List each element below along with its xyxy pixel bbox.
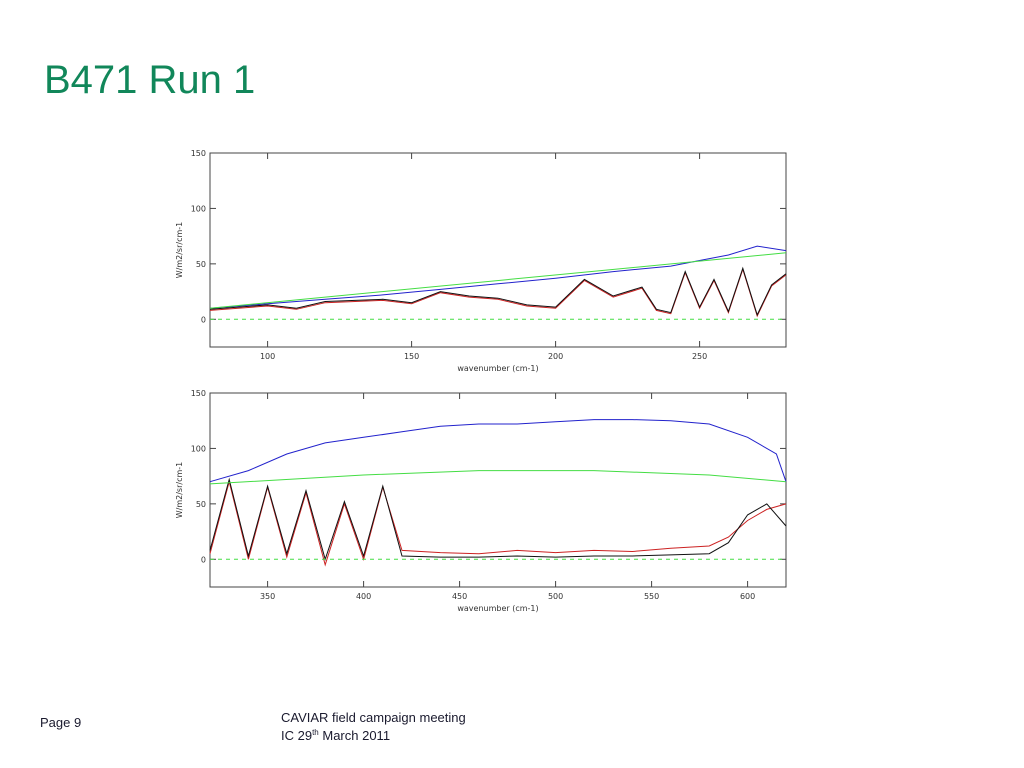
y-axis-label: W/m2/sr/cm-1 bbox=[175, 462, 184, 519]
slide-title: B471 Run 1 bbox=[44, 58, 256, 102]
series-line-1-1 bbox=[209, 481, 787, 567]
series-line-1-0 bbox=[209, 419, 787, 483]
x-tick-label: 250 bbox=[692, 352, 707, 361]
series-line-0-2 bbox=[209, 266, 787, 317]
page-number: Page 9 bbox=[40, 715, 82, 730]
x-tick-label: 600 bbox=[740, 592, 755, 601]
y-tick-label: 0 bbox=[201, 315, 206, 324]
y-tick-label: 50 bbox=[196, 260, 206, 269]
footer-line-1: CAVIAR field campaign meeting bbox=[281, 710, 466, 725]
x-tick-label: 550 bbox=[644, 592, 659, 601]
x-axis-label: wavenumber (cm-1) bbox=[457, 364, 538, 373]
footer-date-prefix: IC 29 bbox=[281, 728, 313, 743]
x-tick-label: 350 bbox=[260, 592, 275, 601]
y-tick-label: 100 bbox=[191, 444, 206, 453]
y-tick-label: 100 bbox=[191, 204, 206, 213]
footer-date-sup: th bbox=[312, 728, 319, 737]
footer-date-suffix: March 2011 bbox=[318, 728, 391, 743]
y-tick-label: 150 bbox=[191, 149, 206, 158]
x-tick-label: 200 bbox=[548, 352, 563, 361]
x-tick-label: 150 bbox=[404, 352, 419, 361]
series-line-0-0 bbox=[209, 245, 787, 309]
footer-text: CAVIAR field campaign meeting IC 29th Ma… bbox=[281, 710, 466, 743]
series-line-1-3 bbox=[209, 470, 787, 485]
series-line-0-3 bbox=[209, 252, 787, 309]
y-axis-label: W/m2/sr/cm-1 bbox=[175, 222, 184, 279]
plot-frame-1 bbox=[209, 392, 787, 588]
series-line-0-1 bbox=[209, 267, 787, 318]
footer-line-2: IC 29th March 2011 bbox=[281, 725, 466, 743]
series-line-1-2 bbox=[209, 477, 787, 562]
x-tick-label: 400 bbox=[356, 592, 371, 601]
x-tick-label: 450 bbox=[452, 592, 467, 601]
x-axis-label: wavenumber (cm-1) bbox=[457, 604, 538, 613]
y-tick-label: 150 bbox=[191, 389, 206, 398]
y-tick-label: 50 bbox=[196, 500, 206, 509]
plot-frame-0 bbox=[209, 152, 787, 348]
y-tick-label: 0 bbox=[201, 555, 206, 564]
x-tick-label: 500 bbox=[548, 592, 563, 601]
x-tick-label: 100 bbox=[260, 352, 275, 361]
